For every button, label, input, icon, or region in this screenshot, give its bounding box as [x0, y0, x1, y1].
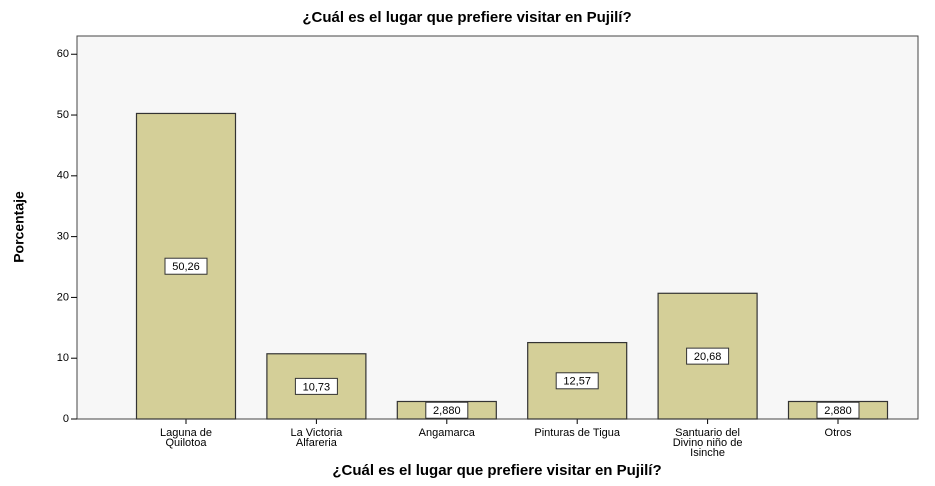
y-tick-label: 0 — [63, 413, 69, 425]
x-tick-label-line: Otros — [825, 427, 852, 439]
value-label-box — [816, 401, 860, 419]
value-label-box — [686, 347, 730, 365]
value-label: 50,26 — [172, 261, 200, 273]
value-label: 10,73 — [303, 381, 331, 393]
x-tick-label-line: Santuario del — [675, 427, 740, 439]
x-tick-label: Otros — [825, 427, 852, 439]
x-tick-label: La Victoria Alfareria — [291, 427, 344, 449]
y-tick-label: 50 — [57, 109, 69, 121]
x-tick-label: Santuario del Divino niño de Isinche — [673, 427, 743, 459]
x-tick-label: Angamarca — [419, 427, 476, 439]
x-tick-label-line: La Victoria — [291, 427, 344, 439]
value-label-box — [555, 372, 599, 390]
chart-title: ¿Cuál es el lugar que prefiere visitar e… — [302, 9, 631, 26]
x-tick-label-line: Angamarca — [419, 427, 476, 439]
y-axis-label: Porcentaje — [11, 191, 27, 263]
value-label-box — [294, 377, 338, 395]
value-label-box — [164, 257, 208, 275]
x-tick-label-line: Laguna de — [160, 427, 212, 439]
value-label: 2,880 — [433, 405, 461, 417]
x-tick-label-line: Quilotoa — [166, 437, 208, 449]
x-tick-label: Pinturas de Tigua — [534, 427, 620, 439]
y-tick-label: 20 — [57, 291, 69, 303]
value-label-box — [425, 401, 469, 419]
value-label: 12,57 — [563, 376, 591, 388]
value-label: 2,880 — [824, 405, 852, 417]
value-label: 20,68 — [694, 351, 722, 363]
y-tick-label: 40 — [57, 170, 69, 182]
y-tick-label: 10 — [57, 352, 69, 364]
y-tick-label: 30 — [57, 231, 69, 243]
y-tick-label: 60 — [57, 48, 69, 60]
x-axis-label: ¿Cuál es el lugar que prefiere visitar e… — [332, 462, 661, 479]
x-tick-label: Laguna de Quilotoa — [160, 427, 212, 449]
x-tick-label-line: Alfareria — [296, 437, 338, 449]
x-tick-label-line: Isinche — [690, 447, 725, 459]
x-tick-label-line: Pinturas de Tigua — [534, 427, 620, 439]
x-tick-label-line: Divino niño de — [673, 437, 743, 449]
